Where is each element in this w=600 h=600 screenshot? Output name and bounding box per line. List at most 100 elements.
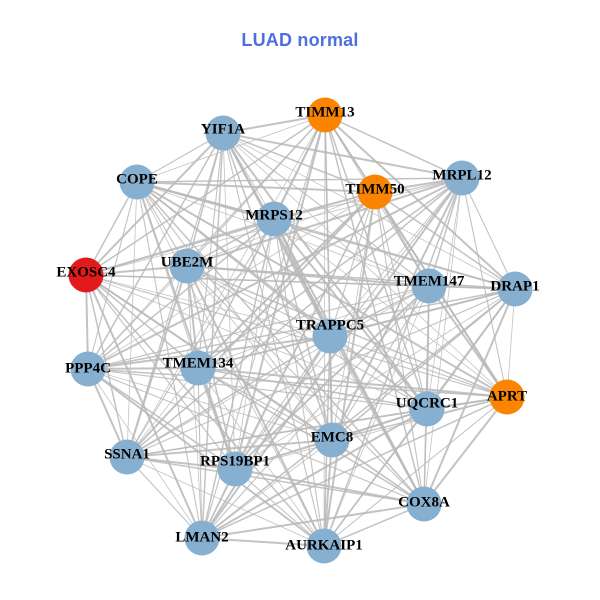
edge (85, 132, 224, 276)
node-tmem147[interactable] (411, 268, 447, 304)
edge (126, 408, 428, 458)
node-timm50[interactable] (357, 174, 393, 210)
edge (197, 191, 376, 369)
edge (329, 335, 425, 505)
node-drap1[interactable] (497, 271, 533, 307)
edge (331, 285, 430, 441)
node-ssna1[interactable] (109, 439, 145, 475)
edge (126, 335, 331, 458)
edge (186, 265, 203, 539)
node-label-exosc4: EXOSC4 (56, 264, 116, 280)
edge (323, 439, 333, 547)
node-lman2[interactable] (184, 520, 220, 556)
edge (323, 285, 430, 547)
node-exosc4[interactable] (68, 257, 104, 293)
edge (126, 177, 463, 458)
node-rps19bp1[interactable] (217, 451, 253, 487)
edge (201, 288, 516, 539)
edge (197, 367, 203, 539)
edge (126, 265, 188, 458)
edge (323, 408, 428, 547)
edge (324, 114, 428, 410)
edge (186, 265, 325, 547)
edge (197, 335, 331, 369)
edge (273, 218, 430, 287)
node-aurkaip1[interactable] (306, 528, 342, 564)
edge (201, 537, 325, 547)
node-label-uqcrc1: UQCRC1 (396, 395, 459, 411)
node-tmem134[interactable] (180, 350, 216, 386)
edge (87, 265, 188, 370)
node-uqcrc1[interactable] (409, 391, 445, 427)
edge (374, 191, 425, 505)
node-label-rps19bp1: RPS19BP1 (200, 453, 270, 469)
node-label-cox8a: COX8A (398, 494, 450, 510)
edge (423, 396, 508, 505)
node-label-cope: COPE (116, 171, 158, 187)
edge (329, 285, 430, 337)
node-label-yif1a: YIF1A (201, 121, 245, 137)
edge (87, 368, 325, 547)
edge (136, 181, 516, 290)
edge (201, 132, 224, 539)
edge (87, 335, 331, 370)
edge (197, 367, 236, 470)
node-aprt[interactable] (489, 379, 525, 415)
node-label-ssna1: SSNA1 (104, 446, 150, 462)
edge (329, 177, 463, 337)
chart-title: LUAD normal (241, 30, 359, 50)
edge (201, 408, 428, 539)
edge (186, 265, 331, 337)
edge (126, 288, 516, 458)
edge (87, 368, 333, 441)
node-cox8a[interactable] (406, 486, 442, 522)
edge (197, 218, 275, 369)
edge (324, 114, 516, 290)
edge (423, 288, 516, 505)
node-trappc5[interactable] (312, 318, 348, 354)
node-label-aurkaip1: AURKAIP1 (285, 537, 363, 553)
node-label-ppp4c: PPP4C (65, 360, 111, 376)
edge (85, 274, 331, 337)
edge (324, 114, 463, 179)
edge (87, 288, 516, 370)
node-label-timm50: TIMM50 (345, 181, 404, 197)
node-label-aprt: APRT (487, 388, 527, 404)
node-label-tmem134: TMEM134 (163, 355, 234, 371)
edge (87, 368, 428, 410)
edge (126, 181, 138, 458)
edge (234, 285, 430, 470)
node-emc8[interactable] (314, 422, 350, 458)
edge (85, 218, 275, 276)
edge (186, 265, 516, 290)
edge (136, 181, 376, 193)
node-label-lman2: LMAN2 (175, 529, 228, 545)
edge (87, 368, 236, 470)
edge (461, 177, 516, 290)
edge (87, 368, 508, 398)
gene-node-labels: TIMM13 YIF1A MRPL12 TIMM50 COPE MRPS12 EXOSC4 U… (56, 104, 539, 553)
edge (222, 132, 463, 179)
edge (87, 285, 430, 370)
edge (197, 367, 325, 547)
edge (329, 335, 508, 398)
edge (329, 335, 428, 410)
edge (329, 191, 376, 337)
edge (126, 439, 333, 458)
edge-lines (85, 114, 516, 547)
edge (136, 181, 508, 398)
node-mrpl12[interactable] (444, 160, 480, 196)
edge (222, 132, 430, 287)
node-yif1a[interactable] (205, 115, 241, 151)
node-label-timm13: TIMM13 (295, 104, 354, 120)
edge (85, 181, 138, 276)
node-ube2m[interactable] (169, 248, 205, 284)
edge (126, 456, 203, 539)
node-mrps12[interactable] (256, 201, 292, 237)
edge (201, 503, 425, 539)
edge (222, 132, 236, 470)
node-timm13[interactable] (307, 97, 343, 133)
edge (323, 177, 463, 547)
node-ppp4c[interactable] (70, 351, 106, 387)
node-cope[interactable] (119, 164, 155, 200)
